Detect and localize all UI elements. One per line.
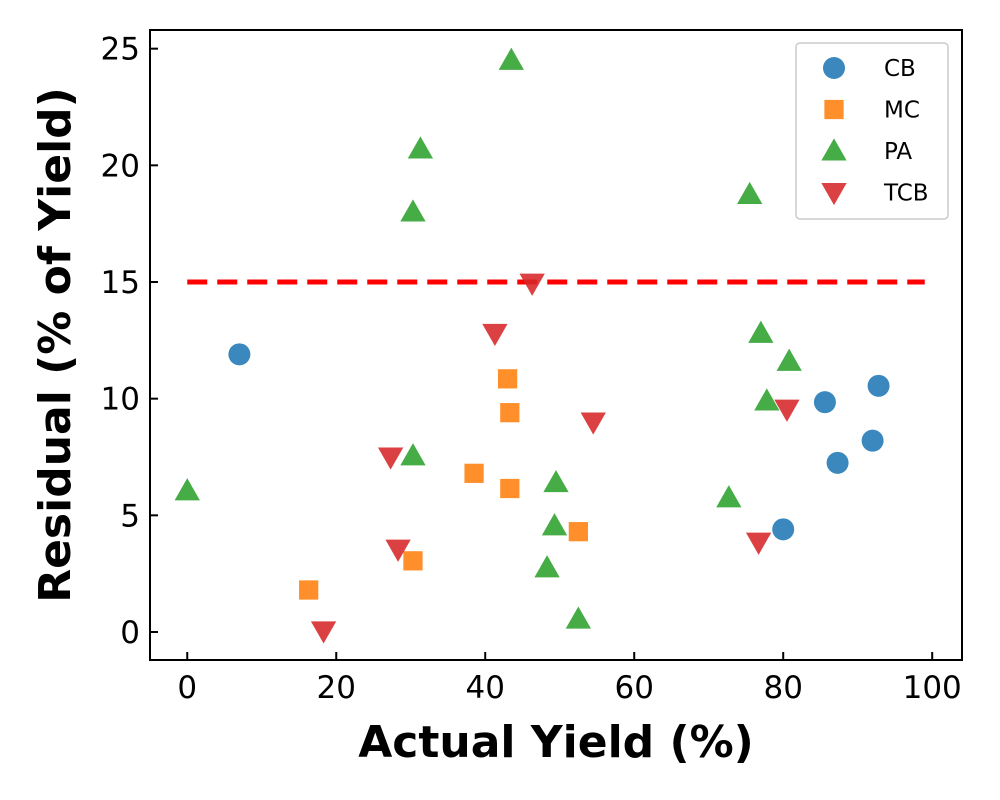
y-axis: 0 5 10 15 20 25 — [101, 32, 158, 651]
data-point — [534, 555, 560, 578]
data-point — [482, 323, 508, 346]
data-point — [228, 343, 251, 366]
legend-label: PA — [884, 139, 912, 165]
y-tick-label: 5 — [120, 498, 140, 534]
data-point — [407, 136, 434, 159]
data-point — [776, 348, 802, 371]
series-pa — [174, 47, 802, 629]
data-point — [772, 518, 795, 541]
data-point — [748, 320, 774, 343]
data-point — [498, 47, 524, 70]
series-tcb — [310, 273, 800, 644]
x-tick-label: 100 — [903, 670, 962, 706]
legend-marker — [821, 138, 847, 161]
legend-item-pa: PA — [821, 138, 912, 165]
legend-item-mc: MC — [824, 98, 920, 124]
y-tick-label: 15 — [101, 265, 140, 301]
y-tick-label: 0 — [120, 615, 140, 651]
legend-marker — [824, 99, 844, 120]
data-point — [385, 539, 411, 562]
x-tick-label: 60 — [614, 670, 653, 706]
series-cb — [228, 343, 890, 541]
legend-item-cb: CB — [823, 56, 916, 82]
legend-label: MC — [884, 98, 920, 124]
y-tick-label: 25 — [101, 32, 140, 68]
legend-label: TCB — [883, 181, 929, 207]
data-point — [580, 412, 606, 435]
legend-item-tcb: TCB — [821, 181, 929, 207]
data-point — [826, 451, 849, 474]
data-point — [400, 443, 426, 466]
series-mc — [299, 369, 588, 600]
data-point — [299, 580, 319, 600]
data-point — [745, 532, 772, 555]
data-point — [813, 391, 836, 414]
data-point — [174, 478, 200, 501]
data-point — [500, 403, 520, 423]
data-point — [568, 522, 588, 542]
x-axis: 0 20 40 60 80 100 — [177, 652, 962, 706]
data-point — [867, 374, 890, 397]
data-point — [716, 485, 742, 508]
data-point — [861, 429, 884, 452]
x-tick-label: 80 — [763, 670, 802, 706]
data-point — [497, 369, 518, 389]
data-point — [500, 478, 520, 499]
legend-marker — [821, 183, 847, 206]
x-tick-label: 40 — [466, 670, 505, 706]
legend-box — [795, 42, 949, 220]
data-point — [754, 388, 780, 411]
data-point — [310, 621, 337, 644]
plot-marks — [174, 47, 925, 644]
data-point — [464, 463, 484, 483]
legend-label: CB — [884, 56, 916, 82]
plot-frame — [149, 29, 963, 661]
data-point — [377, 447, 404, 470]
data-point — [403, 551, 423, 571]
data-point — [541, 513, 568, 536]
data-point — [543, 470, 569, 493]
data-point — [774, 399, 800, 422]
y-axis-title: Residual (% of Yield) — [30, 87, 81, 603]
x-tick-label: 20 — [317, 670, 356, 706]
y-tick-label: 20 — [101, 148, 140, 184]
data-point — [400, 199, 426, 222]
x-tick-label: 0 — [177, 670, 197, 706]
legend: CB MC PA TCB — [795, 42, 949, 220]
legend-marker — [823, 57, 845, 79]
data-point — [519, 273, 545, 296]
data-point — [565, 606, 591, 629]
data-point — [737, 181, 763, 204]
x-axis-title: Actual Yield (%) — [358, 717, 754, 768]
y-tick-label: 10 — [101, 382, 140, 418]
